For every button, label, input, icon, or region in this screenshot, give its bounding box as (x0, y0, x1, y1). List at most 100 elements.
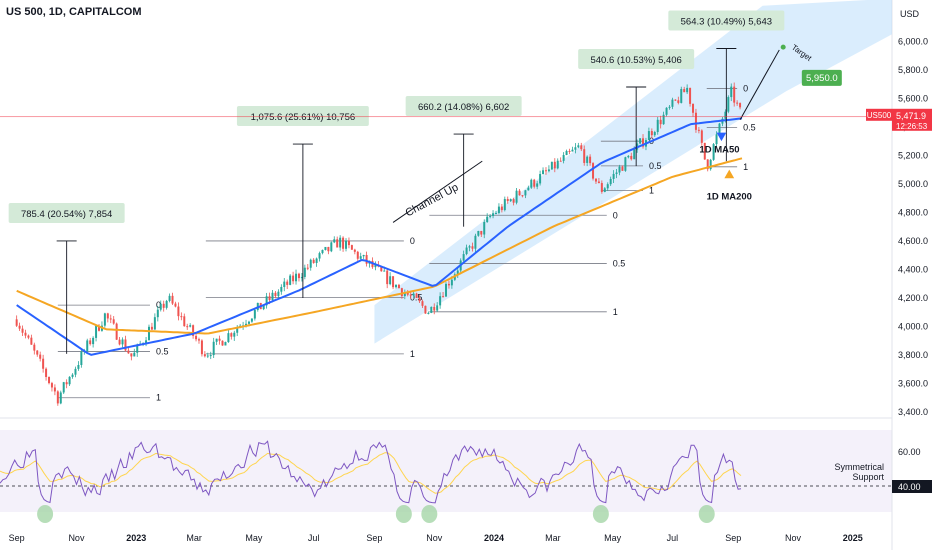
candle-body (209, 355, 212, 357)
target-value-box (801, 69, 842, 86)
candle-body (674, 99, 677, 101)
candle-body (589, 156, 592, 164)
candle-body (353, 249, 356, 252)
price-tag (892, 108, 932, 131)
candle-body (542, 170, 545, 175)
x-tick-label: Jul (667, 533, 679, 543)
candle-body (315, 258, 318, 263)
candle-body (262, 305, 265, 310)
candle-body (556, 160, 559, 169)
candle-body (724, 111, 727, 119)
candle-body (639, 138, 642, 144)
candle-body (471, 246, 474, 249)
candle-body (92, 337, 95, 345)
candle-body (530, 179, 533, 188)
candle-body (618, 166, 621, 173)
candle-body (280, 286, 283, 292)
candle-body (659, 119, 662, 125)
candle-body (197, 339, 200, 341)
candle-body (650, 131, 653, 136)
candle-body (286, 281, 289, 285)
candle-body (153, 317, 156, 330)
fib-level-label: 0.5 (156, 346, 169, 356)
candle-body (18, 325, 21, 329)
candle-body (80, 351, 83, 365)
candle-body (15, 319, 18, 326)
x-tick-label: May (245, 533, 263, 543)
candle-body (597, 181, 600, 184)
candle-body (686, 87, 689, 93)
candle-body (477, 230, 480, 236)
candle-body (74, 368, 77, 375)
candle-body (736, 102, 739, 104)
candle-body (130, 353, 133, 357)
candle-body (230, 333, 233, 337)
rsi-band (0, 430, 892, 512)
ma50-label: 1D MA50 (699, 145, 739, 156)
fib-level-label: 0.5 (649, 161, 662, 171)
x-tick-label: Nov (426, 533, 443, 543)
candle-body (547, 169, 550, 172)
candle-body (233, 332, 236, 337)
candle-body (524, 190, 527, 196)
candle-body (559, 160, 562, 162)
x-tick-label: 2024 (484, 533, 504, 543)
rsi-low-marker (698, 505, 715, 523)
symbol-tag-label: US500 (867, 111, 892, 120)
channel-up-band (374, 0, 892, 344)
x-tick-label: Mar (545, 533, 561, 543)
candle-body (689, 87, 692, 104)
x-tick-label: Sep (9, 533, 25, 543)
candle-body (68, 376, 71, 385)
candle-body (606, 184, 609, 189)
measure-callout-box (668, 10, 785, 31)
candle-body (594, 178, 597, 182)
y-tick-label: 5,800.0 (898, 65, 928, 75)
candle-body (118, 339, 121, 345)
candle-body (512, 199, 515, 203)
candle-body (221, 340, 224, 346)
candle-body (406, 292, 409, 295)
candle-body (418, 297, 421, 302)
candle-body (600, 183, 603, 192)
candle-body (592, 163, 595, 179)
y-tick-label: 4,200.0 (898, 293, 928, 303)
candle-body (383, 270, 386, 272)
candle-body (183, 316, 186, 327)
candle-body (59, 392, 62, 404)
candle-body (571, 149, 574, 152)
candle-body (189, 325, 192, 327)
fib-level-label: 0.5 (743, 123, 756, 133)
candle-body (359, 256, 362, 259)
y-tick-label: 4,800.0 (898, 207, 928, 217)
candle-body (415, 293, 418, 298)
candle-body (583, 149, 586, 163)
x-tick-label: 2023 (126, 533, 146, 543)
candle-body (89, 340, 92, 345)
rsi-tag (892, 480, 932, 493)
candle-body (145, 340, 148, 344)
candle-body (624, 157, 627, 171)
candle-body (700, 130, 703, 143)
candle-body (527, 187, 530, 191)
candle-body (612, 173, 615, 179)
candle-body (112, 319, 115, 324)
candle-body (121, 339, 124, 345)
candle-body (245, 323, 248, 326)
candle-body (48, 376, 51, 384)
candle-body (268, 296, 271, 300)
candle-body (500, 206, 503, 211)
candle-body (289, 275, 292, 285)
candle-body (133, 352, 136, 357)
rsi-line (0, 440, 742, 504)
candle-body (730, 86, 733, 98)
measure-callout-text: 540.6 (10.53%) 5,406 (590, 55, 681, 66)
candle-body (421, 301, 424, 306)
candle-body (218, 338, 221, 341)
candle-body (533, 179, 536, 187)
candle-body (336, 239, 339, 248)
rsi-low-marker (421, 505, 438, 523)
candle-body (445, 283, 447, 297)
candle-body (389, 276, 392, 285)
